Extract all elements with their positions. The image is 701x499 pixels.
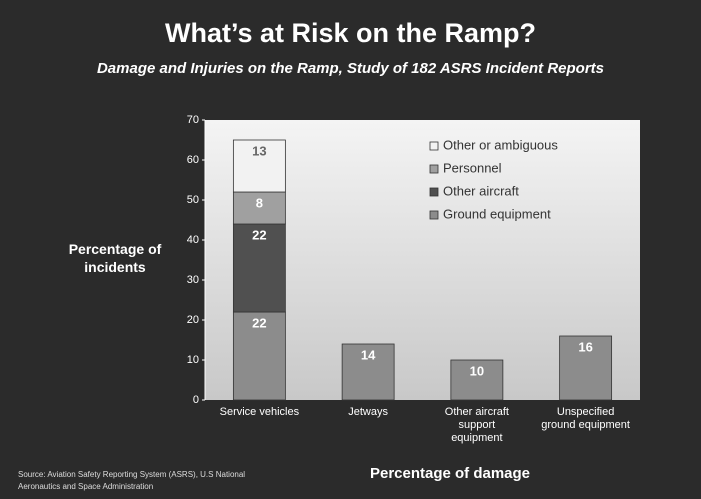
legend-label: Personnel bbox=[443, 160, 502, 175]
data-label: 22 bbox=[252, 227, 266, 242]
x-tick-label: Other aircraft support equipment bbox=[444, 406, 509, 444]
data-label: 10 bbox=[470, 363, 484, 378]
data-label: 14 bbox=[361, 347, 376, 362]
bar-segment bbox=[232, 223, 286, 313]
y-tick-label: 0 bbox=[193, 394, 199, 406]
subtitle: Damage and Injuries on the Ramp, Study o… bbox=[96, 60, 605, 77]
legend-swatch bbox=[429, 210, 439, 220]
data-label: 8 bbox=[256, 195, 263, 210]
y-tick-label: 10 bbox=[187, 354, 199, 366]
title: What’s at Risk on the Ramp? bbox=[164, 18, 537, 48]
legend-swatch bbox=[429, 141, 439, 151]
legend-label: Other or ambiguous bbox=[443, 137, 558, 152]
y-tick-label: 60 bbox=[187, 154, 199, 166]
x-tick-label: Unspecified ground equipment bbox=[541, 406, 630, 431]
data-label: 22 bbox=[252, 315, 266, 330]
bar-segment bbox=[559, 335, 613, 401]
legend-label: Other aircraft bbox=[443, 183, 519, 198]
y-tick-label: 50 bbox=[187, 194, 199, 206]
legend-swatch bbox=[429, 187, 439, 197]
data-label: 13 bbox=[252, 143, 266, 158]
bar-segment bbox=[232, 139, 286, 193]
bar-segment bbox=[232, 311, 286, 401]
bar-segment bbox=[450, 359, 504, 401]
legend-swatch bbox=[429, 164, 439, 174]
data-label: 16 bbox=[578, 339, 592, 354]
y-axis-label: Percentage of incidents bbox=[68, 241, 162, 275]
x-axis-label: Percentage of damage bbox=[369, 465, 531, 482]
legend-label: Ground equipment bbox=[443, 206, 551, 221]
y-tick-label: 70 bbox=[187, 114, 199, 126]
x-tick-label: Jetways bbox=[348, 406, 388, 418]
x-tick-label: Service vehicles bbox=[219, 406, 300, 418]
y-tick-label: 20 bbox=[187, 314, 199, 326]
y-tick-label: 40 bbox=[187, 234, 199, 246]
y-tick-label: 30 bbox=[187, 274, 199, 286]
bar-segment bbox=[341, 343, 395, 401]
source: Source: Aviation Safety Reporting System… bbox=[18, 470, 246, 491]
